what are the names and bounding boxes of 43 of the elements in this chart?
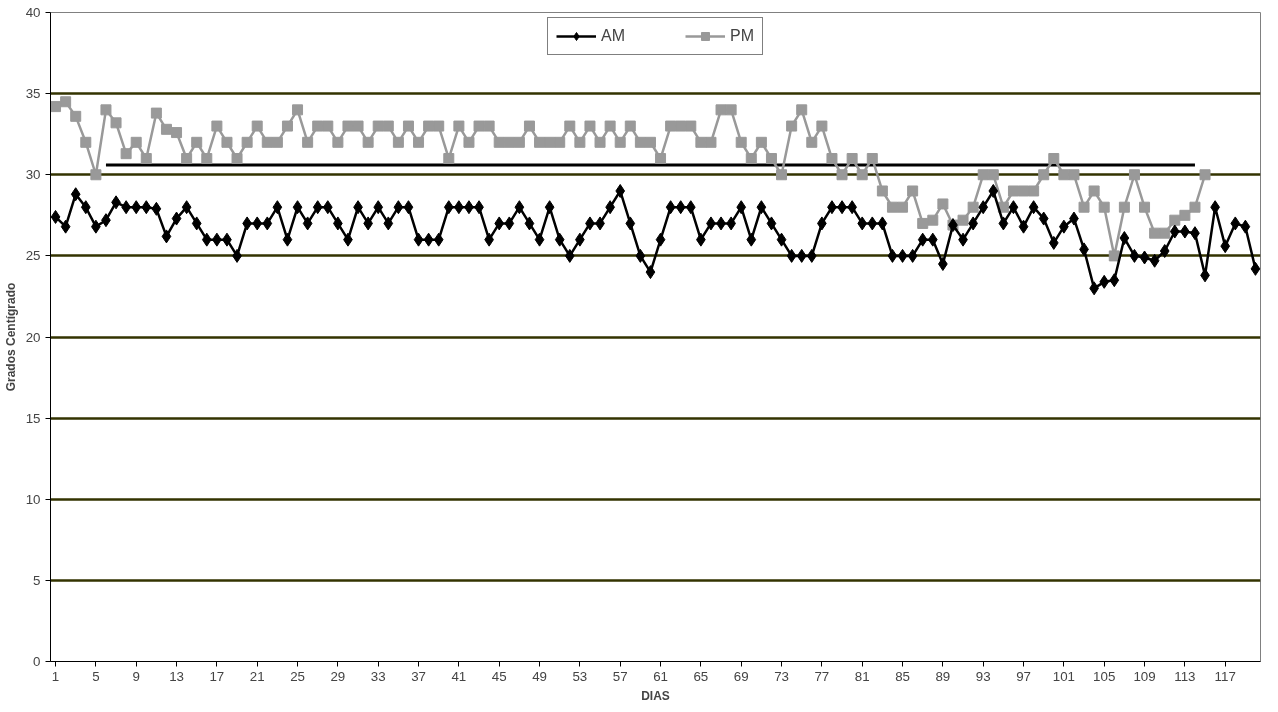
x-tick-label: 101: [1052, 668, 1076, 684]
x-tick-label: 113: [1174, 668, 1196, 684]
x-tick-label: 65: [693, 668, 709, 684]
x-tick-label: 81: [854, 668, 870, 684]
y-tick-label: 40: [25, 5, 41, 20]
y-tick-label: 10: [25, 491, 41, 507]
x-tick-label: 73: [774, 668, 789, 684]
x-tick-label: 61: [653, 668, 668, 684]
x-tick-label: 117: [1214, 668, 1236, 684]
y-tick-label: 35: [25, 86, 41, 102]
y-tick-label: 20: [25, 329, 41, 345]
x-tick-label: 21: [249, 668, 265, 684]
x-tick-label: 9: [132, 668, 140, 684]
x-tick-label: 13: [169, 668, 184, 684]
x-tick-label: 1: [51, 668, 60, 684]
x-tick-label: 109: [1133, 668, 1156, 684]
x-tick-label: 37: [411, 668, 426, 684]
y-tick-label: 5: [33, 572, 41, 588]
y-tick-label: 0: [33, 654, 41, 669]
x-tick-label: 89: [935, 668, 951, 684]
x-tick-label: 93: [975, 668, 991, 684]
x-tick-label: 69: [733, 668, 749, 684]
y-axis-title: Grados Centígrado: [3, 282, 18, 392]
x-tick-label: 17: [209, 668, 225, 684]
y-tick-label: 15: [25, 410, 41, 426]
y-tick-label: 30: [25, 167, 41, 183]
x-axis-title: DIAS: [641, 688, 670, 703]
x-tick-label: 41: [451, 668, 467, 684]
x-tick-label: 25: [290, 668, 305, 684]
x-tick-label: 85: [895, 668, 910, 684]
x-tick-label: 77: [814, 668, 830, 684]
x-tick-label: 53: [572, 668, 588, 684]
x-tick-label: 33: [370, 668, 386, 684]
x-tick-label: 57: [612, 668, 628, 684]
x-tick-label: 45: [491, 668, 507, 684]
x-tick-label: 97: [1016, 668, 1031, 684]
x-tick-label: 49: [532, 668, 547, 684]
legend-label: PM: [730, 27, 754, 45]
x-tick-label: 105: [1093, 668, 1116, 684]
x-tick-label: 5: [92, 668, 100, 684]
legend-label: AM: [601, 27, 625, 45]
y-tick-label: 25: [25, 248, 41, 264]
x-tick-label: 29: [330, 668, 346, 684]
